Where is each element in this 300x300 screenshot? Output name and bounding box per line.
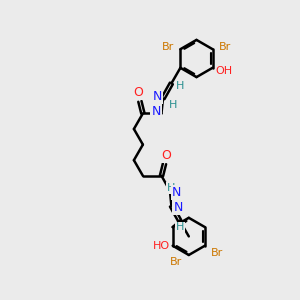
Text: H: H [168, 100, 177, 110]
Text: Br: Br [170, 257, 182, 268]
Text: O: O [161, 149, 171, 162]
Text: Br: Br [219, 42, 231, 52]
Text: N: N [173, 201, 183, 214]
Text: H: H [176, 222, 184, 233]
Text: Br: Br [162, 42, 174, 52]
Text: Br: Br [212, 248, 224, 258]
Text: OH: OH [215, 66, 232, 76]
Text: N: N [153, 90, 162, 104]
Text: O: O [134, 86, 143, 100]
Text: H: H [176, 81, 184, 92]
Text: N: N [152, 105, 161, 119]
Text: N: N [172, 186, 181, 199]
Text: HO: HO [153, 241, 170, 251]
Text: H: H [167, 183, 175, 193]
